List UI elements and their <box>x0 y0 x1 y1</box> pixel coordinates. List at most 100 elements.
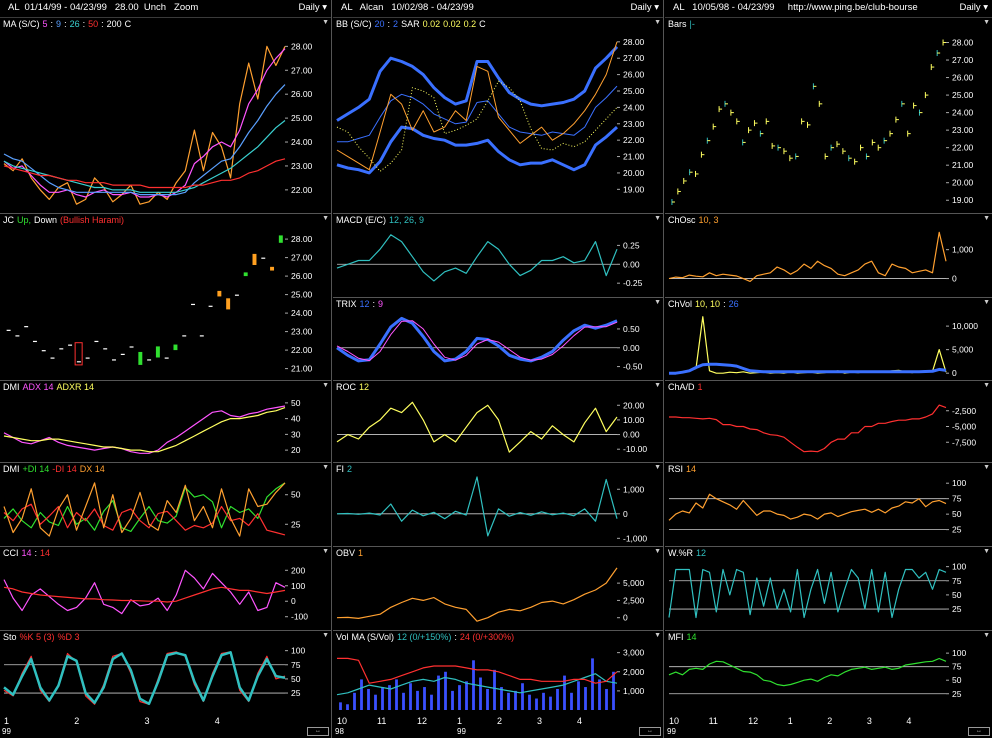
panel-menu-icon[interactable]: ▼ <box>983 382 990 389</box>
panel-menu-icon[interactable]: ▼ <box>322 548 329 555</box>
indicator-label-part: 9 <box>56 19 62 29</box>
scroll-control[interactable]: ↔ <box>639 727 661 736</box>
scroll-control[interactable]: ↔ <box>307 727 329 736</box>
panel-menu-icon[interactable]: ▼ <box>983 19 990 26</box>
period-dropdown[interactable]: Daily <box>959 2 988 13</box>
indicator-panel-jc[interactable]: JC Up, Down (Bullish Harami) ▼ 28.00 27.00 26.0… <box>0 214 331 381</box>
indicator-panel-chad[interactable]: ChA/D 1 ▼ -2,500 -5,000 -7,500 <box>665 381 992 463</box>
panel-menu-icon[interactable]: ▼ <box>983 464 990 471</box>
candle <box>129 346 134 348</box>
candle <box>270 266 275 271</box>
indicator-label-part: 12 <box>359 382 370 392</box>
indicator-panel-bars[interactable]: Bars |- ▼ 28.00 27.00 26.00 25.00 24.00 23.00 22.… <box>665 18 992 214</box>
y-tick-label: 27.00 <box>291 253 313 263</box>
indicator-panel-roc[interactable]: ROC 12 ▼ 20.00 10.00 0.00 -10.00 <box>333 381 663 463</box>
panel-menu-icon[interactable]: ▼ <box>983 548 990 555</box>
indicator-label-part: 9 <box>378 299 384 309</box>
panel-menu-icon[interactable]: ▼ <box>654 382 661 389</box>
indicator-label-part: 2 <box>347 464 353 474</box>
indicator-label-part: 10, 10 <box>695 299 721 309</box>
x-tick-label: 2 <box>827 716 833 726</box>
indicator-panel-fi[interactable]: FI 2 ▼ 1,000 0 -1,000 <box>333 463 663 547</box>
indicator-label: MACD (E/C) 12, 26, 9 <box>336 215 427 225</box>
indicator-label-part: RSI <box>668 464 684 474</box>
series-line <box>337 657 618 684</box>
indicator-panel-obv[interactable]: OBV 1 ▼ 5,000 2,500 0 <box>333 547 663 631</box>
panel-menu-icon[interactable]: ▼ <box>322 215 329 222</box>
panel-menu-icon[interactable]: ▼ <box>654 215 661 222</box>
panel-menu-icon[interactable]: ▼ <box>322 382 329 389</box>
indicator-panel-ma[interactable]: MA (S/C) 5:9:26:50:200 C ▼ 28.00 27.00 26.00 25… <box>0 18 331 214</box>
indicator-panel-chosc[interactable]: ChOsc 10, 3 ▼ 1,000 0 <box>665 214 992 298</box>
indicator-label-part: MA (S/C) <box>3 19 40 29</box>
indicator-panel-wr[interactable]: W.%R 12 ▼ 100 75 50 25 <box>665 547 992 631</box>
y-tick-label: -5,000 <box>952 422 976 432</box>
volume-bar <box>549 696 552 710</box>
period-dropdown[interactable]: Daily <box>298 2 327 13</box>
indicator-label-part: 26 <box>69 19 80 29</box>
indicator-label: JC Up, Down (Bullish Harami) <box>3 215 127 225</box>
panel-menu-icon[interactable]: ▼ <box>322 464 329 471</box>
panel-menu-icon[interactable]: ▼ <box>322 632 329 639</box>
indicator-label-part: ChA/D <box>668 382 695 392</box>
panel-menu-icon[interactable]: ▼ <box>654 632 661 639</box>
y-tick-label: -10.00 <box>623 444 647 454</box>
y-tick-label: 26.00 <box>291 271 313 281</box>
indicator-panel-rsi[interactable]: RSI 14 ▼ 100 75 50 25 <box>665 463 992 547</box>
y-tick-label: 50 <box>952 675 962 685</box>
y-tick-label: -0.50 <box>623 362 643 372</box>
column-header: AL 10/05/98 - 04/23/99 http://www.ping.b… <box>665 0 992 18</box>
y-tick-label: 19.00 <box>623 184 645 194</box>
panel-menu-icon[interactable]: ▼ <box>983 299 990 306</box>
indicator-panel-macd[interactable]: MACD (E/C) 12, 26, 9 ▼ 0.25 0.00 -0.25 <box>333 214 663 298</box>
y-tick-label: 24.00 <box>291 137 313 147</box>
chart-column-c1: AL 01/14/99 - 04/23/99 28.00 Unch Zoom Da… <box>0 0 331 738</box>
indicator-panel-trix[interactable]: TRIX 12:9 ▼ 0.50 0.00 -0.50 <box>333 298 663 381</box>
series-line <box>336 316 618 363</box>
indicator-panel-dmi1[interactable]: DMI ADX 14 ADXR 14 ▼ 50 40 30 20 <box>0 381 331 463</box>
indicator-panel-cci[interactable]: CCI 14:14 ▼ 200 100 0 -100 <box>0 547 331 631</box>
x-tick-label: 1 <box>457 716 463 726</box>
indicator-panel-mfi[interactable]: MFI 14 ▼ 100 75 50 25 <box>665 631 992 715</box>
candle <box>76 361 81 363</box>
indicator-label-part: 14 <box>686 632 697 642</box>
indicator-label: Vol MA (S/Vol) 12 (0/+150%):24 (0/+300%) <box>336 632 517 642</box>
candle <box>50 357 55 359</box>
period-dropdown[interactable]: Daily <box>630 2 659 13</box>
y-tick-label: 50 <box>952 509 962 519</box>
panel-menu-icon[interactable]: ▼ <box>654 299 661 306</box>
indicator-plot: 1,000 0 -1,000 <box>336 476 647 543</box>
x-tick-label: 11 <box>377 716 387 726</box>
candle <box>155 346 160 358</box>
panel-menu-icon[interactable]: ▼ <box>654 464 661 471</box>
indicator-panel-bb[interactable]: BB (S/C) 20:2 SAR 0.02 0.02 0.2 C ▼ 28.00 27.00 26… <box>333 18 663 214</box>
y-tick-label: 100 <box>952 562 966 572</box>
y-tick-label: 10.00 <box>623 415 645 425</box>
volume-bar <box>374 694 377 710</box>
x-tick-label: 2 <box>497 716 503 726</box>
y-tick-label: 25.00 <box>291 290 313 300</box>
volume-bar <box>353 692 356 710</box>
security-title: AL 01/14/99 - 04/23/99 28.00 Unch Zoom <box>8 2 199 13</box>
series-line <box>669 362 947 375</box>
volume-bar <box>507 692 510 710</box>
indicator-panel-sto[interactable]: Sto %K 5 (3) %D 3 ▼ 100 75 50 25 <box>0 631 331 715</box>
indicator-panel-chvol[interactable]: ChVol 10, 10:26 ▼ 10,000 5,000 0 <box>665 298 992 381</box>
candle <box>112 359 116 361</box>
panel-menu-icon[interactable]: ▼ <box>322 19 329 26</box>
indicator-label-part: ADX 14 <box>22 382 54 392</box>
y-tick-label: 0.00 <box>623 259 640 269</box>
series-line <box>336 320 618 362</box>
panel-menu-icon[interactable]: ▼ <box>654 548 661 555</box>
indicator-panel-dmi2[interactable]: DMI +DI 14 -DI 14 DX 14 ▼ 50 25 <box>0 463 331 547</box>
scroll-control[interactable]: ↔ <box>968 727 990 736</box>
indicator-panel-vol[interactable]: Vol MA (S/Vol) 12 (0/+150%):24 (0/+300%) ▼ 3… <box>333 631 663 715</box>
indicator-plot: 100 75 50 25 <box>3 646 305 706</box>
panel-menu-icon[interactable]: ▼ <box>983 632 990 639</box>
panel-menu-icon[interactable]: ▼ <box>654 19 661 26</box>
y-tick-label: 1,000 <box>952 245 974 255</box>
panel-menu-icon[interactable]: ▼ <box>983 215 990 222</box>
y-tick-label: 27.00 <box>291 65 313 75</box>
x-axis: 10 11 12 1 2 3 4 98 99 ↔ <box>333 714 663 738</box>
volume-bar <box>423 687 426 710</box>
